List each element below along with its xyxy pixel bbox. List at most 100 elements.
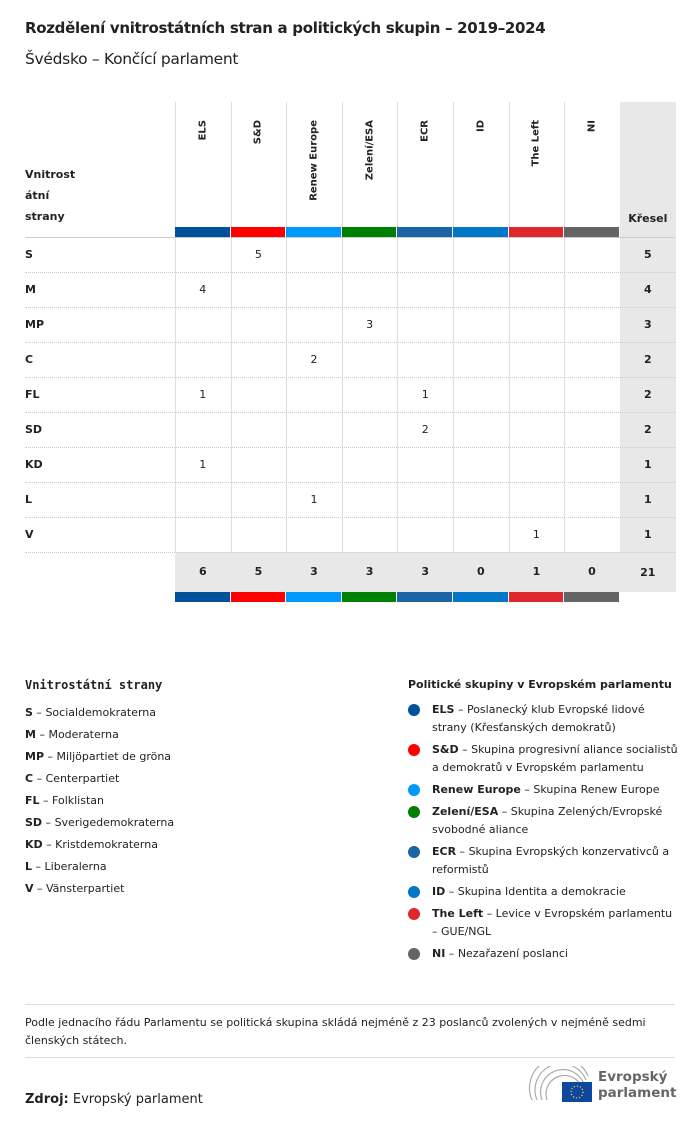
column-label: Zelení/ESA [364, 120, 376, 181]
group-color-dot-icon [408, 908, 420, 920]
column-total-color-bar [175, 592, 230, 602]
column-header: ID [453, 102, 509, 237]
group-color-dot-icon [408, 784, 420, 796]
row-total: 2 [643, 353, 652, 366]
row-label: S [25, 248, 33, 261]
column-color-bar [175, 227, 230, 237]
row-total: 1 [643, 458, 652, 471]
row-divider [25, 412, 675, 413]
column-header: ECR [397, 102, 453, 237]
column-header: Renew Europe [286, 102, 342, 237]
row-divider [25, 307, 675, 308]
row-divider [25, 517, 675, 518]
column-divider [397, 102, 399, 552]
row-divider [25, 482, 675, 483]
column-total-color-bar [230, 592, 286, 602]
group-legend-item: The Left – Levice v Evropském parlamentu… [408, 905, 678, 941]
row-divider [25, 342, 675, 343]
group-legend-item: Zelení/ESA – Skupina Zelených/Evropské s… [408, 803, 678, 839]
party-legend-item: C – Centerpartiet [25, 772, 120, 785]
seat-cell: 4 [199, 283, 207, 296]
column-total: 6 [198, 565, 207, 578]
party-legend-item: FL – Folklistan [25, 794, 104, 807]
column-divider [508, 102, 510, 552]
group-legend-item: ECR – Skupina Evropských konzervativců a… [408, 843, 678, 879]
group-color-dot-icon [408, 704, 420, 716]
column-divider [175, 102, 176, 552]
ep-logo: Evropský parlament [528, 1066, 676, 1104]
column-label: S&D [252, 120, 264, 145]
party-legend-item: KD – Kristdemokraterna [25, 838, 158, 851]
group-legend-item: ELS – Poslanecký klub Evropské lidové st… [408, 701, 678, 737]
column-header: The Left [509, 102, 565, 237]
column-total: 0 [588, 565, 596, 578]
group-color-dot-icon [408, 806, 420, 818]
chart-subtitle: Švédsko – Končící parlament [25, 50, 239, 68]
chart-title: Rozdělení vnitrostátních stran a politic… [25, 19, 546, 37]
party-legend-item: MP – Miljöpartiet de gröna [25, 750, 172, 763]
column-divider [286, 102, 288, 552]
group-legend-item: ID – Skupina Identita a demokracie [408, 883, 678, 901]
row-label: MP [25, 318, 45, 331]
party-legend-item: SD – Sverigedemokraterna [25, 816, 175, 829]
seat-cell: 2 [421, 423, 429, 436]
column-label: ID [475, 120, 487, 133]
column-color-bar [286, 227, 341, 237]
row-label: KD [25, 458, 43, 471]
seat-cell: 1 [310, 493, 318, 506]
column-total-color-bar [341, 592, 397, 602]
group-legend-item: S&D – Skupina progresivní aliance social… [408, 741, 678, 777]
group-color-dot-icon [408, 744, 420, 756]
group-legend: Politické skupiny v Evropském parlamentu… [408, 678, 678, 967]
seat-cell: 5 [254, 248, 262, 261]
column-total-color-bar [564, 592, 619, 602]
seat-cell: 1 [532, 528, 540, 541]
group-color-dot-icon [408, 886, 420, 898]
column-total: 1 [532, 565, 541, 578]
column-total-color-bar [286, 592, 341, 602]
column-header: ELS [175, 102, 231, 237]
column-total-color-bar [508, 592, 564, 602]
seat-cell: 1 [199, 458, 207, 471]
column-total-color-bar [453, 592, 508, 602]
divider [25, 237, 675, 238]
column-divider [341, 102, 343, 552]
column-label: The Left [530, 120, 542, 167]
column-header: S&D [231, 102, 287, 237]
total-header: Křesel [628, 212, 668, 225]
column-total: 0 [476, 565, 485, 578]
row-label: L [25, 493, 33, 506]
column-header: Zelení/ESA [342, 102, 398, 237]
seat-cell: 3 [366, 318, 374, 331]
totals-row [175, 552, 620, 592]
total-column [619, 102, 676, 592]
footnote: Podle jednacího řádu Parlamentu se polit… [25, 1004, 675, 1058]
row-divider [25, 272, 675, 273]
seat-cell: 1 [199, 388, 207, 401]
column-header: NI [564, 102, 620, 237]
row-total: 3 [643, 318, 652, 331]
column-color-bar [564, 227, 619, 237]
column-total: 5 [254, 565, 263, 578]
group-legend-item: Renew Europe – Skupina Renew Europe [408, 781, 678, 799]
column-divider [564, 102, 566, 552]
row-label: SD [25, 423, 43, 436]
column-label: ELS [197, 120, 209, 141]
column-total: 3 [421, 565, 430, 578]
column-label: ECR [419, 120, 431, 142]
column-color-bar [397, 227, 452, 237]
column-total-color-bar [397, 592, 452, 602]
column-divider [230, 102, 232, 552]
row-label: FL [25, 388, 40, 401]
row-total: 2 [643, 388, 652, 401]
column-color-bar [508, 227, 564, 237]
row-label: M [25, 283, 36, 296]
column-label: Renew Europe [308, 120, 320, 201]
row-label: V [25, 528, 34, 541]
seat-cell: 2 [310, 353, 318, 366]
column-color-bar [341, 227, 397, 237]
row-total: 1 [643, 493, 652, 506]
column-total: 3 [365, 565, 374, 578]
hemicycle-logo-icon [528, 1066, 592, 1102]
row-divider [25, 552, 675, 553]
